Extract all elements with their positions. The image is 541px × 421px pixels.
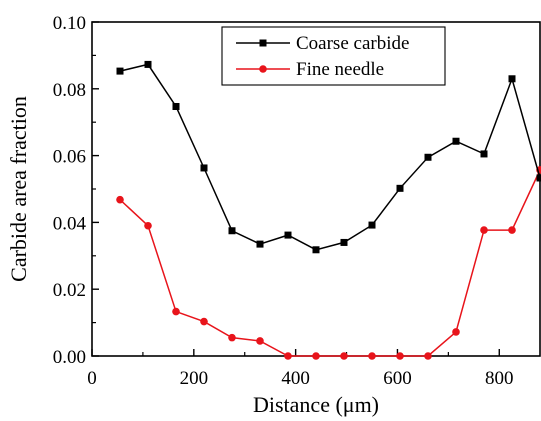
y-tick-label: 0.10 [53,13,86,34]
data-point [452,328,460,336]
x-tick-label: 600 [383,368,412,389]
legend-label: Fine needle [296,59,384,80]
y-tick-label: 0.04 [53,213,87,234]
legend-marker [259,39,267,47]
x-tick-label: 0 [87,368,97,389]
y-tick-label: 0.02 [53,280,86,301]
data-point [424,352,432,360]
legend-label: Coarse carbide [296,33,409,54]
data-point [256,240,264,248]
axis-ticks: 0 200 400 600 800 0.00 0.02 0.04 0.06 0.08 0.10 [53,13,514,389]
x-axis-title: Distance (μm) [253,392,379,417]
data-point [340,352,348,360]
data-point [284,352,292,360]
data-point [284,231,292,239]
data-point [452,137,460,145]
data-point [116,67,124,75]
data-point [172,307,180,316]
y-axis-title: Carbide area fraction [6,96,31,282]
x-tick-label: 200 [180,368,209,389]
data-point [312,246,320,254]
data-point [200,164,208,172]
data-point [200,317,208,326]
data-point [144,221,152,230]
y-tick-label: 0.00 [53,347,86,368]
data-point [480,226,488,234]
legend-marker [259,65,267,73]
data-point [368,352,376,360]
data-point [508,226,516,234]
data-point [228,227,236,235]
series-coarse-carbide [116,60,541,254]
legend-box [221,26,446,86]
data-point [368,221,376,229]
series-layer [116,60,541,360]
data-point [340,238,348,246]
legend: Coarse carbide Fine needle [221,26,446,86]
data-point [116,195,124,204]
data-point [480,150,488,158]
legend-item: Fine needle [236,59,384,80]
y-tick-label: 0.06 [53,147,86,168]
data-point [536,174,541,182]
data-point [256,337,264,345]
x-tick-label: 400 [281,368,310,389]
data-point [396,184,404,192]
series-line [119,63,541,251]
data-point [144,60,152,68]
x-tick-label: 800 [485,368,514,389]
data-point [172,103,180,111]
legend-item: Coarse carbide [236,33,409,54]
data-point [312,352,320,360]
data-point [396,352,404,360]
series-line [119,169,541,357]
data-point [228,333,236,342]
series-fine-needle [116,166,541,360]
y-tick-label: 0.08 [53,80,86,101]
data-point [508,75,516,83]
data-point [424,153,432,161]
